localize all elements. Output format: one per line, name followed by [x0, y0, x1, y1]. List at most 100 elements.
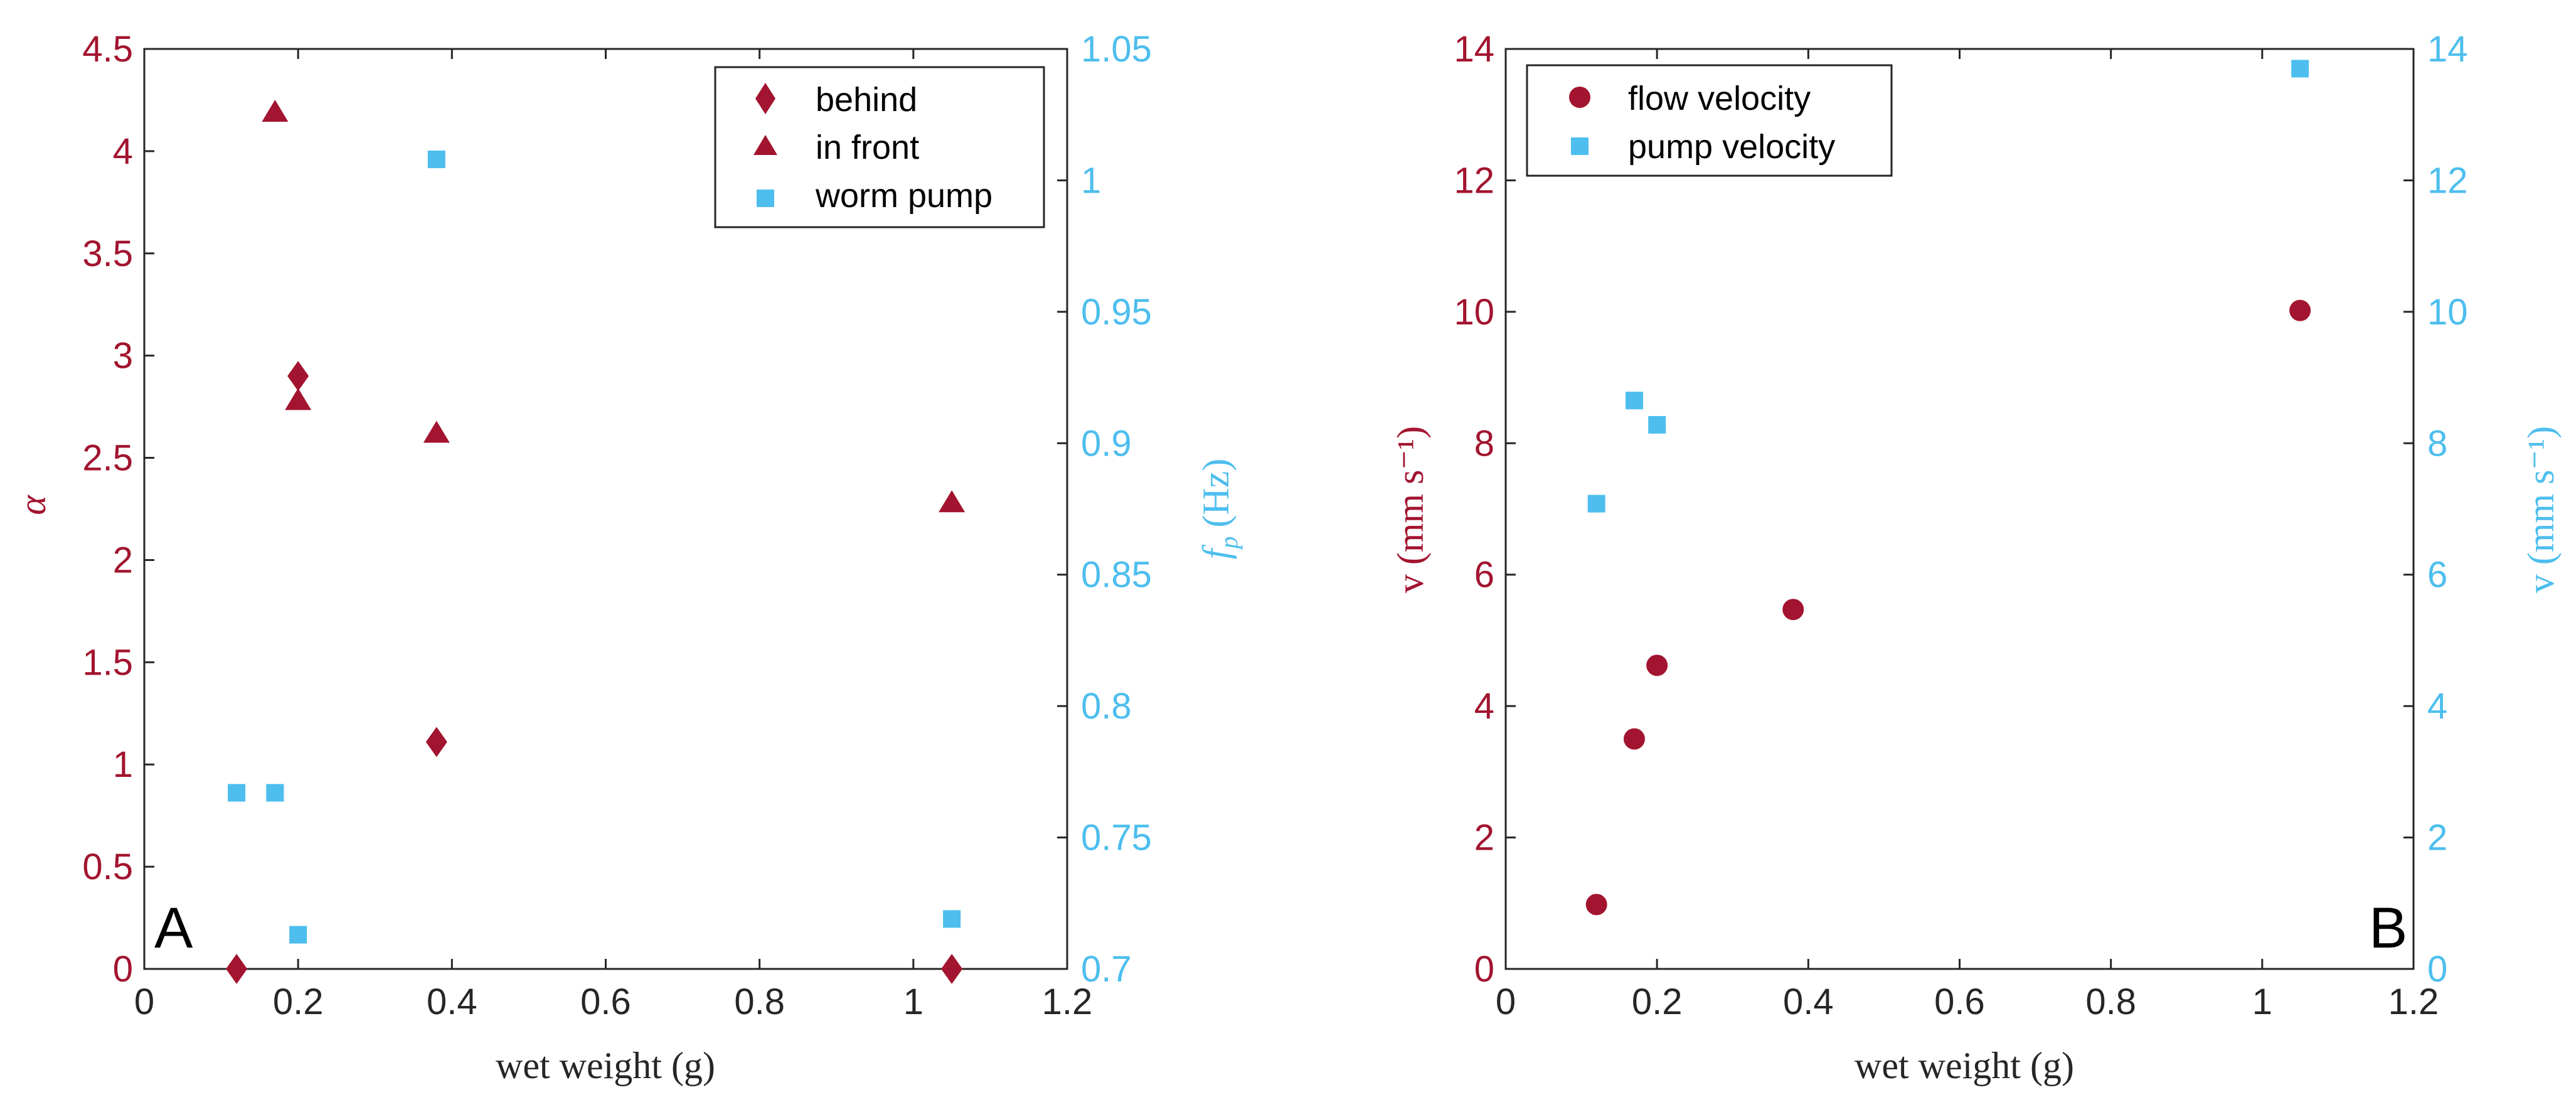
point-behind [425, 727, 447, 757]
y-left-tick-label: 12 [1454, 160, 1494, 201]
legend-label-worm-pump: worm pump [815, 177, 993, 215]
point-in-front [262, 99, 289, 122]
x-tick-label: 0.4 [1783, 981, 1834, 1022]
y-left-tick-label: 1.5 [82, 642, 133, 683]
legend-label-behind: behind [816, 81, 917, 119]
point-worm-pump [289, 926, 307, 944]
y-left-tick-label: 1 [113, 744, 133, 785]
y-right-tick-label: 14 [2427, 29, 2468, 70]
legend-a: behind in front worm pump [714, 66, 1045, 228]
legend-marker-worm-pump [757, 190, 774, 207]
y-left-tick-label: 14 [1454, 29, 1494, 70]
x-tick-label: 0.6 [580, 981, 631, 1022]
legend-marker-pump-velocity [1571, 137, 1589, 155]
point-behind [226, 954, 248, 984]
y-right-tick-label: 0.75 [1081, 818, 1152, 858]
legend-box-b [1526, 64, 1893, 177]
data-points-b [1585, 60, 2311, 916]
legend-label-in-front: in front [816, 129, 919, 166]
legend-label-pump-velocity: pump velocity [1628, 128, 1835, 166]
x-tick-label: 1.2 [2388, 981, 2439, 1022]
panel-letter-b: B [2369, 896, 2407, 960]
legend-label-flow-velocity: flow velocity [1628, 80, 1811, 117]
point-in-front [939, 490, 966, 513]
y-right-tick-label: 1.05 [1081, 29, 1152, 70]
panel-letter-a: A [154, 896, 193, 960]
y-axis-right-label-a: fp(Hz) [1195, 459, 1243, 560]
y-axis-right-label-b: v (mm s⁻¹) [2520, 426, 2562, 593]
y-right-tick-label: 1 [1081, 160, 1101, 201]
y-left-tick-label: 8 [1474, 423, 1494, 464]
legend-marker-in-front [753, 135, 777, 155]
x-tick-label: 1 [903, 981, 923, 1022]
point-flow-velocity [1585, 894, 1607, 916]
legend-b: flow velocity pump velocity [1526, 64, 1893, 177]
x-tick-label: 0 [134, 981, 154, 1022]
point-pump-velocity [1625, 392, 1643, 410]
y-axis-right-a: 0.7 0.75 0.8 0.85 0.9 0.95 1 1.05 [1057, 29, 1152, 990]
y-axis-right-b: 0 2 4 6 8 10 12 14 [2403, 29, 2468, 990]
y-left-tick-label: 3 [113, 336, 133, 377]
x-axis-a: 0 0.2 0.4 0.6 0.8 1 1.2 [134, 49, 1092, 1022]
x-tick-label: 0.6 [1934, 981, 1985, 1022]
y-left-tick-label: 0 [1474, 949, 1494, 990]
point-in-front [285, 388, 312, 410]
point-flow-velocity [1623, 728, 1645, 750]
point-worm-pump [427, 150, 445, 168]
point-worm-pump [228, 784, 246, 802]
y-right-tick-label: 8 [2427, 423, 2447, 464]
y-right-tick-label: 6 [2427, 555, 2447, 596]
y-right-tick-label: 12 [2427, 160, 2468, 201]
y-axis-right-unit-a: (Hz) [1195, 459, 1237, 528]
y-axis-left-a: 0 0.5 1 1.5 2 2.5 3 3.5 4 4.5 [82, 29, 154, 990]
y-right-tick-label: 0.7 [1081, 949, 1132, 990]
y-right-tick-label: 0.8 [1081, 686, 1132, 727]
y-left-tick-label: 4.5 [82, 29, 133, 70]
point-behind [287, 361, 309, 392]
point-flow-velocity [1782, 599, 1804, 621]
y-left-tick-label: 2 [113, 540, 133, 580]
point-pump-velocity [2291, 60, 2309, 78]
x-tick-label: 1 [2252, 981, 2272, 1022]
y-left-tick-label: 6 [1474, 555, 1494, 596]
y-axis-left-label-b: v (mm s⁻¹) [1390, 426, 1431, 593]
y-left-tick-label: 10 [1454, 292, 1494, 333]
point-worm-pump [266, 784, 284, 802]
y-left-tick-label: 3.5 [82, 233, 133, 274]
y-left-tick-label: 0.5 [82, 847, 133, 887]
x-tick-label: 0.2 [273, 981, 324, 1022]
x-tick-label: 1.2 [1042, 981, 1093, 1022]
y-right-tick-label: 0.95 [1081, 292, 1152, 333]
y-right-tick-label: 2 [2427, 818, 2447, 858]
point-pump-velocity [1587, 495, 1605, 513]
legend-marker-flow-velocity [1569, 87, 1590, 108]
x-tick-label: 0.2 [1632, 981, 1683, 1022]
y-left-tick-label: 0 [113, 949, 133, 990]
panel-a: 0 0.2 0.4 0.6 0.8 1 1.2 0 0.5 1 1.5 2 2.5 3 3.5 4 4.5 0… [12, 29, 1243, 1086]
x-axis-label-a: wet weight (g) [496, 1045, 715, 1086]
y-left-tick-label: 2.5 [82, 438, 133, 479]
plot-area-b [1504, 48, 2415, 970]
y-axis-left-b: 0 2 4 6 8 10 12 14 [1454, 29, 1516, 990]
y-right-tick-label: 10 [2427, 292, 2468, 333]
point-in-front [423, 420, 450, 443]
point-flow-velocity [2289, 299, 2311, 321]
x-tick-label: 0.4 [427, 981, 477, 1022]
x-axis-b: 0 0.2 0.4 0.6 0.8 1 1.2 [1496, 49, 2439, 1022]
point-worm-pump [943, 910, 961, 928]
legend-marker-behind [755, 83, 775, 114]
x-tick-label: 0.8 [2085, 981, 2136, 1022]
y-axis-left-label-a: α [12, 495, 53, 515]
y-left-tick-label: 4 [1474, 686, 1494, 727]
x-axis-label-b: wet weight (g) [1855, 1045, 2074, 1086]
x-tick-label: 0.8 [734, 981, 785, 1022]
y-right-tick-label: 0 [2427, 949, 2447, 990]
y-left-tick-label: 4 [113, 131, 133, 172]
y-left-tick-label: 2 [1474, 818, 1494, 858]
y-right-tick-label: 0.85 [1081, 555, 1152, 596]
y-axis-right-subscript-a: p [1215, 537, 1243, 551]
point-behind [941, 954, 963, 984]
y-right-tick-label: 0.9 [1081, 423, 1132, 464]
x-tick-label: 0 [1496, 981, 1516, 1022]
